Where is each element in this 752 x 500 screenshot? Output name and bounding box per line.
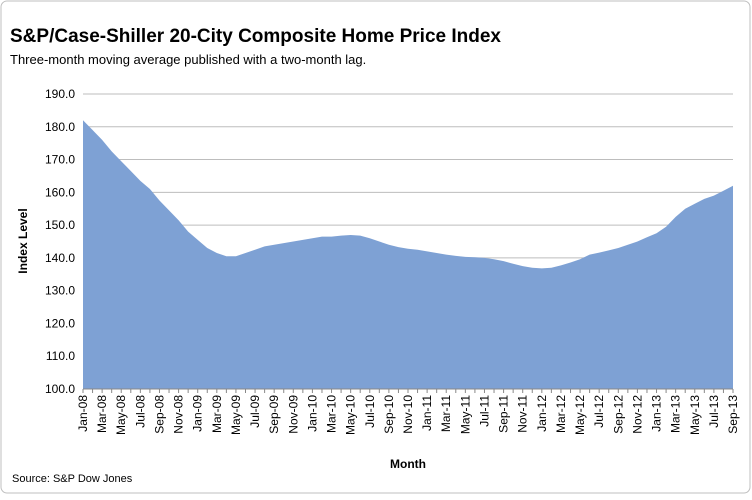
y-axis-label: Index Level [16,208,30,273]
y-tick-label: 130.0 [45,284,75,298]
x-tick-label: Mar-09 [210,395,224,433]
x-tick-label: Jan-10 [305,395,319,432]
x-tick-label: Mar-12 [554,395,568,433]
x-tick-label: May-13 [688,395,702,435]
x-tick-label: Sep-09 [267,395,281,434]
x-tick-label: Sep-11 [497,395,511,433]
chart-title: S&P/Case-Shiller 20-City Composite Home … [10,26,501,47]
x-tick-label: Jul-13 [707,395,721,428]
x-tick-label: Nov-12 [630,395,644,434]
chart-subtitle: Three-month moving average published wit… [10,52,366,67]
y-tick-label: 120.0 [45,316,75,330]
y-tick-label: 150.0 [45,218,75,232]
x-axis-label: Month [390,457,426,471]
x-tick-label: Mar-11 [439,395,453,432]
x-tick-label: Mar-08 [95,395,109,433]
x-tick-label: May-10 [344,395,358,435]
area [83,120,733,389]
source-note: Source: S&P Dow Jones [12,473,133,485]
x-tick-label: Jul-10 [363,395,377,428]
x-tick-label: Jul-12 [592,395,606,428]
x-tick-label: Jan-09 [191,395,205,432]
x-tick-label: May-09 [229,395,243,435]
y-tick-label: 100.0 [45,382,75,396]
x-tick-label: Sep-08 [152,395,166,434]
y-tick-label: 180.0 [45,120,75,134]
x-tick-label: Jan-08 [76,395,90,432]
x-tick-label: Nov-10 [401,395,415,434]
x-tick-label: May-08 [114,395,128,435]
x-tick-label: Nov-09 [286,395,300,434]
x-tick-label: Jan-11 [420,395,434,431]
x-tick-label: May-11 [458,395,472,434]
x-tick-label: Sep-13 [726,395,740,434]
y-tick-label: 170.0 [45,153,75,167]
x-tick-label: Mar-13 [669,395,683,433]
x-tick-label: Jan-12 [535,395,549,432]
x-tick-label: Nov-08 [172,395,186,434]
x-tick-label: Jul-09 [248,395,262,428]
x-tick-label: May-12 [573,395,587,435]
y-tick-label: 110.0 [46,349,75,363]
x-tick-label: Jul-11 [477,395,491,427]
y-tick-label: 140.0 [45,251,75,265]
x-tick-label: Mar-10 [325,395,339,433]
x-tick-label: Jan-13 [650,395,664,432]
x-tick-label: Nov-11 [516,395,530,433]
x-tick-label: Sep-12 [611,395,625,434]
x-tick-label: Jul-08 [133,395,147,428]
y-tick-label: 160.0 [45,185,75,199]
x-tick-label: Sep-10 [382,395,396,434]
y-tick-label: 190.0 [45,87,75,101]
